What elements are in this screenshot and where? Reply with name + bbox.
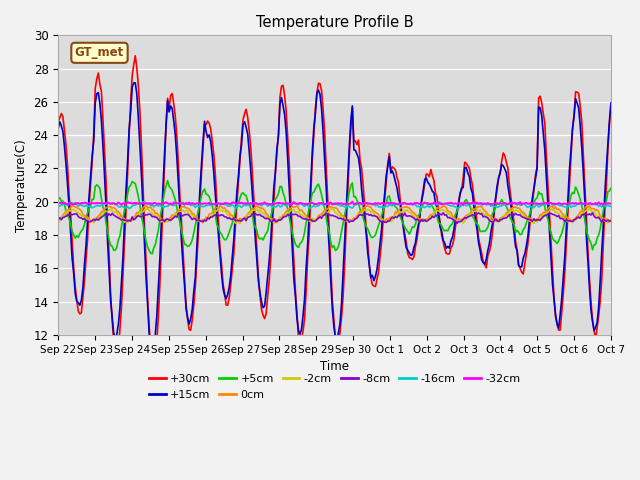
+5cm	[164, 178, 172, 183]
Legend: +30cm, +15cm, +5cm, 0cm, -2cm, -8cm, -16cm, -32cm: +30cm, +15cm, +5cm, 0cm, -2cm, -8cm, -16…	[145, 370, 525, 404]
-16cm	[122, 205, 130, 211]
Line: -2cm: -2cm	[58, 208, 611, 224]
+5cm	[300, 236, 307, 241]
-2cm	[239, 217, 247, 223]
+5cm	[250, 222, 258, 228]
-2cm	[122, 218, 130, 224]
-2cm	[219, 208, 227, 214]
0cm	[298, 207, 305, 213]
+15cm	[241, 119, 248, 125]
-16cm	[125, 205, 133, 211]
+5cm	[222, 237, 230, 242]
-2cm	[236, 221, 244, 227]
0cm	[54, 217, 62, 223]
+5cm	[54, 196, 62, 202]
-2cm	[298, 211, 305, 217]
-2cm	[54, 220, 62, 226]
+30cm	[579, 152, 587, 157]
-2cm	[248, 208, 256, 214]
Line: +15cm: +15cm	[58, 83, 611, 351]
-32cm	[237, 200, 245, 205]
-2cm	[328, 205, 336, 211]
+5cm	[148, 251, 156, 257]
-2cm	[607, 217, 615, 223]
+15cm	[579, 169, 587, 175]
0cm	[248, 206, 256, 212]
+15cm	[250, 213, 258, 218]
-16cm	[54, 203, 62, 208]
+5cm	[241, 192, 248, 198]
+30cm	[54, 119, 62, 125]
0cm	[90, 219, 97, 225]
0cm	[582, 203, 590, 209]
+15cm	[607, 100, 615, 106]
-8cm	[122, 217, 130, 223]
-16cm	[579, 202, 587, 207]
-16cm	[607, 204, 615, 209]
-16cm	[222, 202, 230, 207]
-2cm	[579, 209, 587, 215]
+30cm	[300, 328, 307, 334]
-32cm	[122, 201, 130, 207]
+30cm	[131, 53, 139, 59]
Text: GT_met: GT_met	[75, 46, 124, 60]
-8cm	[221, 214, 228, 220]
+30cm	[250, 194, 258, 200]
Line: -32cm: -32cm	[58, 202, 611, 205]
Line: -16cm: -16cm	[58, 202, 611, 208]
0cm	[578, 208, 586, 214]
-32cm	[607, 201, 615, 206]
-16cm	[300, 203, 307, 208]
Line: -8cm: -8cm	[58, 213, 611, 223]
X-axis label: Time: Time	[320, 360, 349, 373]
-32cm	[287, 202, 294, 208]
-8cm	[54, 216, 62, 222]
0cm	[607, 217, 615, 223]
-32cm	[247, 200, 255, 206]
-8cm	[248, 211, 256, 217]
+5cm	[579, 209, 587, 215]
-16cm	[139, 199, 147, 204]
+30cm	[222, 302, 230, 308]
-8cm	[607, 218, 615, 224]
+15cm	[222, 296, 230, 302]
-32cm	[219, 201, 227, 207]
Title: Temperature Profile B: Temperature Profile B	[256, 15, 413, 30]
+15cm	[122, 187, 130, 192]
-16cm	[241, 201, 248, 207]
+30cm	[241, 111, 248, 117]
Line: 0cm: 0cm	[58, 206, 611, 222]
0cm	[221, 205, 228, 211]
Line: +5cm: +5cm	[58, 180, 611, 254]
-8cm	[176, 210, 184, 216]
+30cm	[607, 103, 615, 109]
-32cm	[579, 201, 587, 206]
-8cm	[298, 215, 305, 221]
-8cm	[453, 220, 461, 226]
-16cm	[250, 200, 258, 205]
-32cm	[298, 201, 305, 206]
+30cm	[122, 207, 130, 213]
0cm	[239, 216, 247, 222]
Line: +30cm: +30cm	[58, 56, 611, 368]
+30cm	[148, 365, 156, 371]
+15cm	[300, 312, 307, 318]
+15cm	[131, 80, 139, 86]
+5cm	[122, 201, 130, 206]
0cm	[124, 217, 131, 223]
+5cm	[607, 185, 615, 191]
+15cm	[54, 125, 62, 131]
-32cm	[349, 199, 356, 204]
Y-axis label: Temperature(C): Temperature(C)	[15, 139, 28, 231]
-8cm	[579, 212, 587, 217]
-32cm	[54, 200, 62, 205]
+15cm	[148, 348, 156, 354]
-8cm	[239, 216, 247, 222]
